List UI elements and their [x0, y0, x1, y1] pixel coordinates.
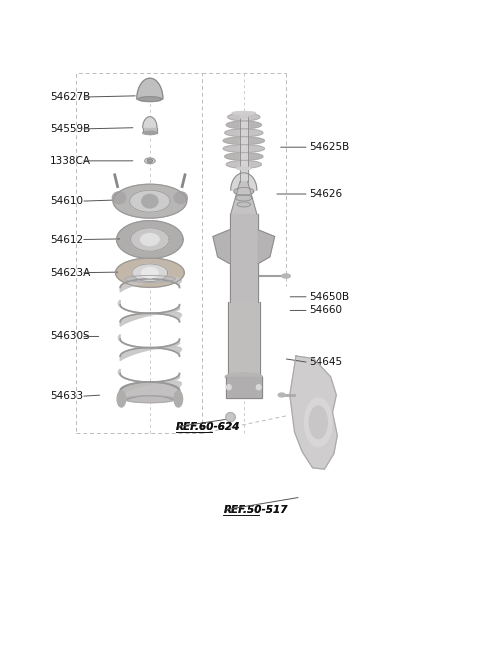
Ellipse shape [131, 228, 169, 251]
Ellipse shape [226, 413, 235, 422]
Polygon shape [143, 117, 157, 128]
Ellipse shape [225, 373, 263, 380]
Polygon shape [120, 381, 181, 395]
Text: REF.50-517: REF.50-517 [223, 505, 288, 515]
Ellipse shape [112, 192, 126, 204]
Polygon shape [120, 382, 180, 405]
Ellipse shape [228, 113, 260, 121]
Ellipse shape [147, 159, 153, 163]
Polygon shape [238, 205, 250, 213]
Ellipse shape [125, 396, 175, 403]
Text: 54610: 54610 [50, 196, 83, 206]
Ellipse shape [226, 121, 261, 129]
Ellipse shape [130, 190, 170, 212]
Ellipse shape [116, 258, 184, 287]
Text: 54559B: 54559B [50, 124, 90, 134]
Ellipse shape [141, 234, 159, 245]
Polygon shape [228, 302, 260, 377]
Ellipse shape [234, 188, 254, 195]
Text: 54625B: 54625B [309, 142, 349, 152]
Ellipse shape [236, 167, 251, 170]
Polygon shape [226, 377, 262, 398]
Ellipse shape [125, 276, 175, 282]
Ellipse shape [132, 264, 168, 281]
Ellipse shape [240, 115, 248, 119]
Ellipse shape [223, 137, 264, 144]
Ellipse shape [143, 131, 157, 134]
Ellipse shape [225, 153, 263, 160]
Polygon shape [120, 346, 181, 361]
Ellipse shape [309, 406, 327, 439]
Polygon shape [240, 117, 248, 182]
Text: 54612: 54612 [50, 235, 84, 245]
Ellipse shape [237, 202, 251, 207]
Ellipse shape [256, 384, 261, 390]
Text: REF.60-624: REF.60-624 [176, 422, 240, 432]
Text: 54645: 54645 [309, 358, 342, 367]
Ellipse shape [174, 391, 182, 407]
Ellipse shape [113, 184, 187, 218]
Polygon shape [120, 312, 181, 326]
Ellipse shape [142, 268, 158, 278]
Text: 54633: 54633 [50, 391, 84, 401]
Ellipse shape [282, 274, 290, 278]
Text: 54650B: 54650B [309, 292, 349, 302]
Ellipse shape [138, 96, 162, 101]
Ellipse shape [304, 398, 332, 447]
Polygon shape [119, 369, 180, 383]
Text: REF.50-517: REF.50-517 [223, 505, 288, 515]
Polygon shape [258, 230, 275, 264]
Text: 54623A: 54623A [50, 268, 90, 277]
Polygon shape [137, 78, 163, 99]
Polygon shape [213, 230, 229, 264]
Text: 54626: 54626 [309, 189, 342, 199]
Text: 54627B: 54627B [50, 92, 90, 102]
Text: REF.60-624: REF.60-624 [176, 422, 240, 432]
Bar [76, 73, 202, 434]
Ellipse shape [138, 96, 162, 102]
Text: 54630S: 54630S [50, 331, 90, 342]
Ellipse shape [117, 220, 183, 258]
Ellipse shape [227, 384, 231, 390]
Ellipse shape [116, 258, 184, 287]
Ellipse shape [232, 112, 255, 115]
Polygon shape [229, 214, 258, 302]
Ellipse shape [144, 158, 155, 164]
Text: 54660: 54660 [309, 306, 342, 316]
Polygon shape [119, 300, 180, 314]
Polygon shape [119, 335, 180, 349]
Ellipse shape [223, 145, 264, 152]
Ellipse shape [226, 161, 261, 168]
Polygon shape [120, 278, 181, 292]
Ellipse shape [225, 129, 263, 136]
Polygon shape [231, 182, 257, 214]
Ellipse shape [174, 192, 187, 204]
Ellipse shape [278, 393, 285, 397]
Polygon shape [231, 173, 257, 190]
Ellipse shape [117, 391, 126, 407]
Polygon shape [290, 356, 337, 469]
Polygon shape [143, 128, 157, 133]
Ellipse shape [142, 194, 158, 208]
Ellipse shape [236, 195, 252, 201]
Text: 1338CA: 1338CA [50, 156, 91, 166]
